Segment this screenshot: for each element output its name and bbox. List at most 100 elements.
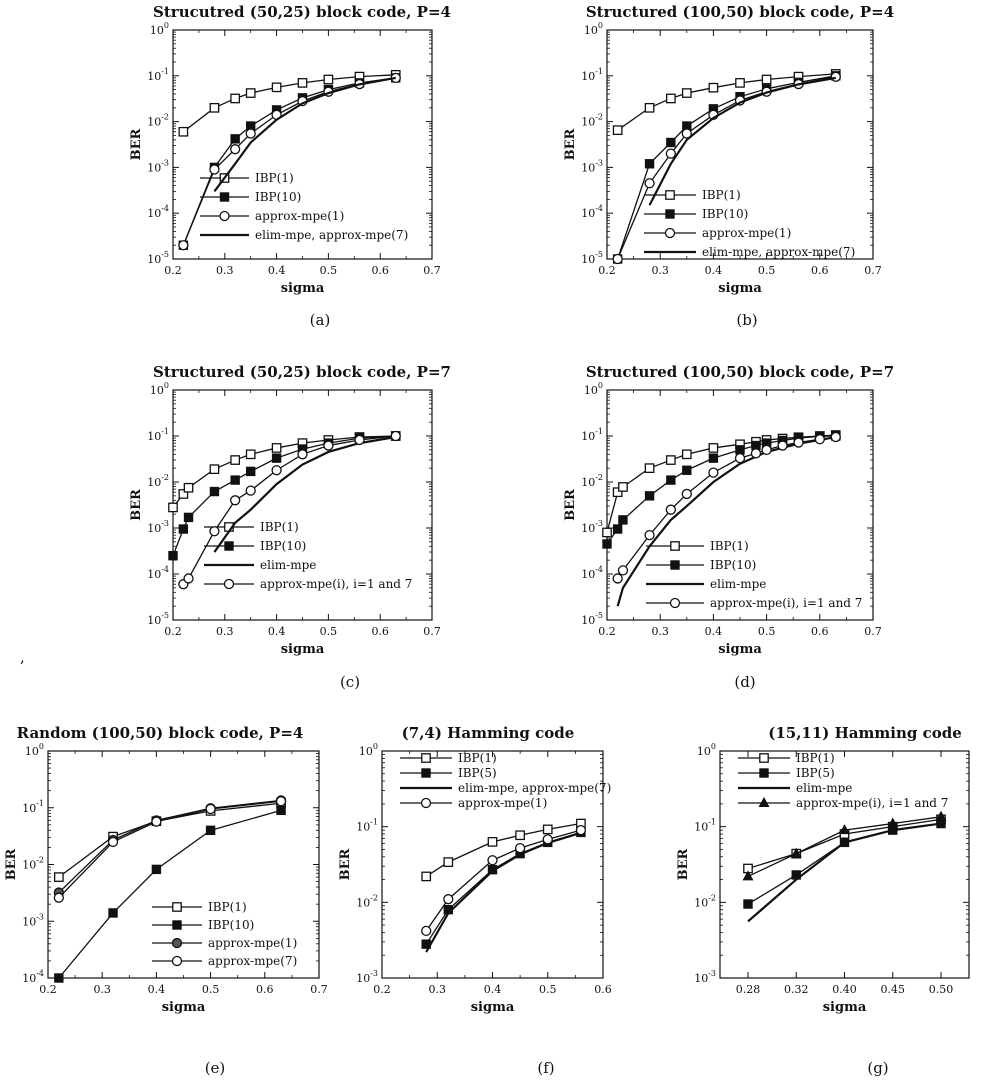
data-point — [666, 475, 676, 485]
x-axis-label: sigma — [718, 281, 762, 296]
series-approx-mpe-1 — [421, 824, 587, 936]
series-ibp-10 — [168, 431, 401, 561]
series-ibp-10 — [54, 805, 286, 983]
x-tick-label: 0.2 — [164, 264, 182, 277]
data-point — [178, 126, 189, 137]
data-point — [275, 796, 287, 807]
chart-title: Structured (100,50) block code, P=7 — [586, 363, 894, 381]
x-tick-label: 0.6 — [371, 625, 389, 638]
x-tick-label: 0.2 — [164, 625, 182, 638]
series-elim-mpe-approx-mpe-7 — [425, 831, 582, 953]
legend-label: approx-mpe(1) — [208, 936, 297, 950]
data-point — [209, 102, 220, 113]
data-point — [172, 902, 182, 912]
y-tick-label: 10-2 — [581, 113, 603, 129]
data-point — [602, 539, 612, 549]
legend-label: IBP(10) — [260, 539, 306, 553]
data-point — [777, 440, 788, 451]
panel-caption: (d) — [734, 673, 755, 691]
data-point — [830, 431, 841, 443]
y-tick-label: 10-5 — [147, 611, 169, 627]
data-point — [666, 137, 676, 148]
series-line — [213, 435, 396, 553]
y-tick-label: 10-1 — [694, 818, 716, 834]
chart-panel-c: 10-5 10-4 10-3 10-2 10-1 100 0.2 0.3 0.4 0.5 0.6 0.… — [129, 363, 451, 691]
y-tick-label: 10-5 — [147, 250, 169, 266]
data-point — [168, 502, 178, 513]
legend-entry: IBP(1) — [204, 520, 299, 534]
legend-label: IBP(1) — [702, 188, 741, 202]
data-point — [245, 128, 256, 139]
chart-panel-d: 10-5 10-4 10-3 10-2 10-1 100 0.2 0.3 0.4 0.5 0.6 0.… — [563, 363, 894, 691]
data-point — [245, 449, 256, 460]
x-tick-label: 0.2 — [39, 983, 57, 996]
data-point — [178, 240, 189, 251]
data-point — [271, 82, 282, 93]
y-tick-label: 10-5 — [581, 611, 603, 627]
series-line — [58, 800, 282, 899]
series-line — [182, 435, 396, 585]
legend-entry: approx-mpe(1) — [152, 936, 297, 950]
series-ibp-1 — [421, 818, 586, 882]
legend-label: IBP(1) — [255, 171, 294, 185]
x-tick-label: 0.3 — [93, 983, 111, 996]
data-point — [743, 899, 753, 909]
y-tick-label: 10-2 — [694, 893, 716, 909]
data-point — [297, 449, 308, 460]
series-ibp-1 — [53, 798, 286, 882]
y-tick-label: 100 — [359, 742, 378, 758]
y-tick-label: 10-2 — [356, 893, 378, 909]
x-tick-label: 0.6 — [811, 264, 829, 277]
y-tick-label: 10-1 — [581, 427, 603, 443]
data-point — [224, 541, 234, 551]
x-tick-label: 0.4 — [148, 983, 166, 996]
data-point — [183, 512, 194, 523]
x-tick-label: 0.4 — [484, 983, 502, 996]
series-approx-mpe-1 — [53, 795, 287, 898]
data-point — [612, 524, 623, 534]
data-point — [670, 541, 680, 551]
chart-panel-e: 10-4 10-3 10-2 10-1 100 0.2 0.3 0.4 0.5 0.6 0.7 Ran… — [4, 724, 328, 1077]
data-point — [151, 816, 162, 827]
series-line — [648, 76, 836, 206]
data-point — [887, 817, 899, 828]
legend-entry: elim-mpe, approx-mpe(7) — [200, 228, 408, 242]
x-axis-label: sigma — [718, 642, 762, 657]
data-point — [644, 178, 655, 189]
legend-entry: IBP(10) — [644, 207, 748, 221]
data-point — [421, 768, 431, 778]
data-point — [209, 486, 220, 497]
x-tick-label: 0.3 — [216, 264, 234, 277]
y-tick-label: 10-2 — [581, 473, 603, 489]
legend-label: IBP(5) — [458, 766, 497, 780]
series-line — [606, 435, 836, 545]
legend-entry: approx-mpe(i), i=1 and 7 — [646, 596, 862, 610]
x-axis-label: sigma — [823, 1000, 867, 1015]
legend-entry: IBP(10) — [204, 539, 306, 553]
x-tick-label: 0.3 — [216, 625, 234, 638]
data-point — [323, 440, 334, 451]
data-point — [665, 148, 676, 159]
series-line — [425, 831, 582, 945]
y-tick-label: 100 — [25, 742, 44, 758]
x-axis-label: sigma — [281, 281, 325, 296]
data-point — [759, 768, 769, 778]
x-tick-label: 0.3 — [651, 264, 669, 277]
legend-entry: elim-mpe — [646, 577, 766, 591]
y-tick-label: 10-5 — [581, 250, 603, 266]
series-elim-mpe — [747, 822, 942, 923]
data-point — [171, 937, 183, 949]
legend-entry: approx-mpe(1) — [200, 209, 344, 223]
data-point — [612, 573, 623, 584]
series-ibp-1 — [168, 431, 401, 513]
data-point — [670, 560, 680, 570]
data-point — [54, 973, 64, 983]
data-point — [168, 550, 178, 561]
legend-label: elim-mpe, approx-mpe(7) — [255, 228, 408, 242]
data-point — [618, 482, 628, 492]
legend-label: IBP(1) — [260, 520, 299, 534]
y-axis-label: BER — [676, 848, 691, 880]
data-point — [209, 464, 220, 475]
data-point — [644, 463, 655, 474]
